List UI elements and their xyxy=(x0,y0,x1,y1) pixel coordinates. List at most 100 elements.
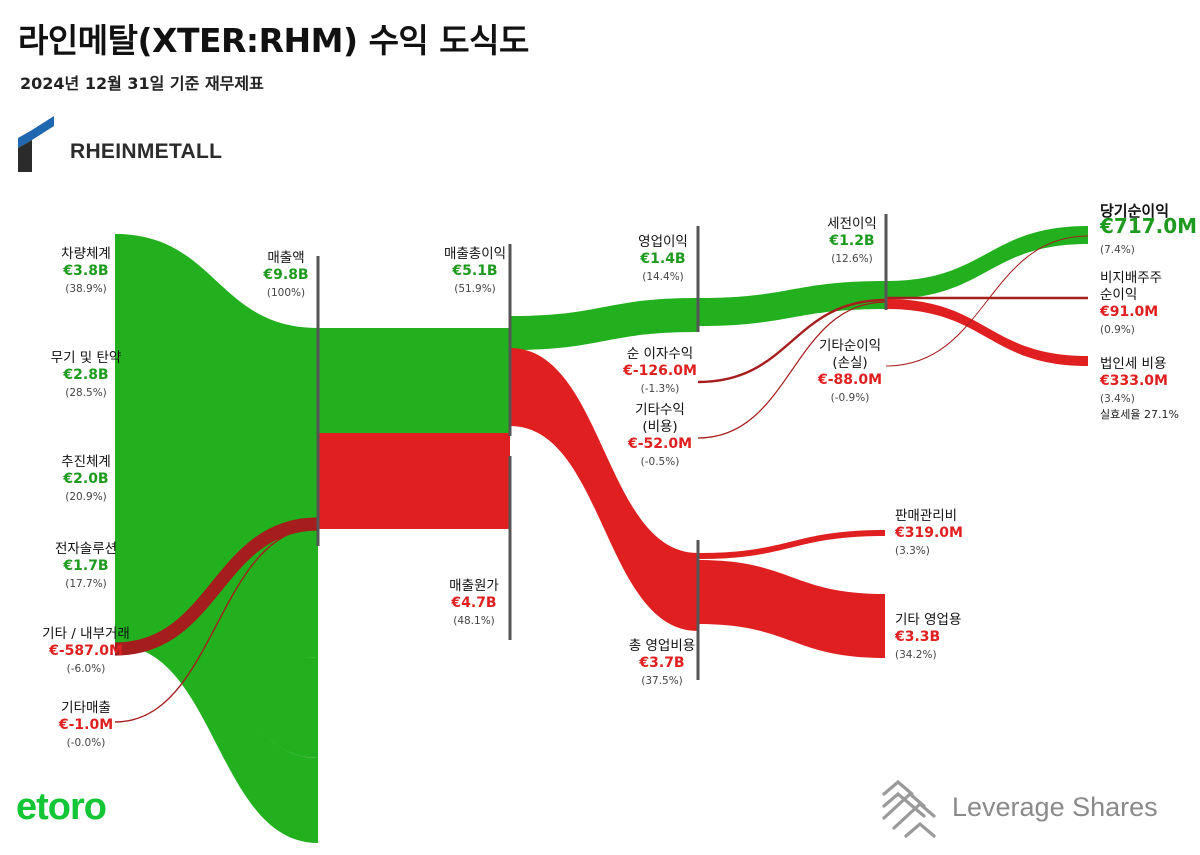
node-bar-operating_income xyxy=(696,226,700,332)
node-bar-gross_profit xyxy=(508,244,512,436)
node-name-other_income: 기타수익 xyxy=(635,402,685,418)
node-value-gross_profit: €5.1B xyxy=(451,263,497,279)
node-name-minority: 비지배주주 xyxy=(1100,270,1162,286)
rheinmetall-logo: RHEINMETALL xyxy=(18,116,228,172)
node-name-weapons: 무기 및 탄약 xyxy=(51,350,122,366)
node-name-propulsion: 추진체계 xyxy=(61,454,111,470)
node-name-revenue: 매출액 xyxy=(267,250,304,266)
node-label-other_internal: 기타 / 내부거래€-587.0M (-6.0%) xyxy=(42,626,130,675)
node-value-cogs: €4.7B xyxy=(450,595,496,611)
node-label-cogs: 매출원가€4.7B (48.1%) xyxy=(449,578,499,627)
node-value-pretax: €1.2B xyxy=(828,233,874,249)
leverage-shares-logo: Leverage Shares xyxy=(876,776,1186,842)
node-value-weapons: €2.8B xyxy=(62,367,108,383)
node-pct-electronic: (17.7%) xyxy=(65,578,107,590)
node-label-other_net: 기타순이익(손실)€-88.0M (-0.9%) xyxy=(817,338,882,404)
node-value-other_net: €-88.0M xyxy=(817,372,882,388)
node-name-other_income: (비용) xyxy=(642,419,677,435)
node-name-electronic: 전자솔루션 xyxy=(55,541,117,557)
node-label-operating_income: 영업이익€1.4B (14.4%) xyxy=(638,234,688,283)
node-label-propulsion: 추진체계€2.0B (20.9%) xyxy=(61,454,111,503)
node-name-sga: 판매관리비 xyxy=(895,508,957,524)
node-name-cogs: 매출원가 xyxy=(449,578,499,594)
node-value-other_sales: €-1.0M xyxy=(58,717,113,733)
link-propulsion-revenue xyxy=(115,463,318,758)
link-operating_income-pretax xyxy=(698,281,886,326)
node-name-other_net: (손실) xyxy=(832,355,867,371)
link-net_interest-pretax xyxy=(697,298,887,384)
node-label-revenue: 매출액€9.8B (100%) xyxy=(262,250,308,299)
link-weapons-revenue xyxy=(115,350,318,658)
node-name-other_net: 기타순이익 xyxy=(819,338,881,354)
node-pct-gross_profit: (51.9%) xyxy=(454,283,496,295)
link-gross_profit-operating_income xyxy=(510,298,698,350)
node-pct-pretax: (12.6%) xyxy=(831,253,873,265)
node-name-gross_profit: 매출총이익 xyxy=(444,246,506,262)
node-pct-other_income: (-0.5%) xyxy=(641,456,680,468)
node-name-other_opex: 기타 영업용 xyxy=(895,612,961,628)
chart-title: 라인메탈(XTER:RHM) 수익 도식도 xyxy=(18,21,529,60)
node-pct-minority: (0.9%) xyxy=(1100,324,1135,336)
node-label-net_income: 당기순이익€717.0M (7.4%) xyxy=(1099,202,1197,256)
link-pretax-net_income xyxy=(886,226,1088,299)
node-name-tax: 법인세 비용 xyxy=(1100,356,1166,372)
sankey-node-bars xyxy=(316,214,888,680)
link-other_net-net_income xyxy=(885,235,1089,367)
node-label-vehicle: 차량체계€3.8B (38.9%) xyxy=(61,246,111,295)
node-bar-revenue xyxy=(316,256,320,546)
node-value-sga: €319.0M xyxy=(894,525,963,541)
node-value-revenue: €9.8B xyxy=(262,267,308,283)
node-bar-pretax xyxy=(884,214,888,310)
node-pct-other_net: (-0.9%) xyxy=(831,392,870,404)
node-name-minority: 순이익 xyxy=(1100,287,1137,303)
link-other_sales-revenue xyxy=(114,527,319,723)
node-value-net_interest: €-126.0M xyxy=(622,363,697,379)
link-other_internal-revenue xyxy=(114,517,319,656)
node-pct-operating_income: (14.4%) xyxy=(642,271,684,283)
node-pct-other_opex: (34.2%) xyxy=(895,649,937,661)
rheinmetall-logo-text: RHEINMETALL xyxy=(70,140,223,163)
node-pct-cogs: (48.1%) xyxy=(453,615,495,627)
sankey-links xyxy=(114,226,1089,843)
node-label-other_sales: 기타매출€-1.0M (-0.0%) xyxy=(58,700,113,749)
link-revenue-cogs xyxy=(318,433,510,529)
link-pretax-tax xyxy=(886,299,1088,366)
node-value-opex: €3.7B xyxy=(638,655,684,671)
link-gross_profit-opex xyxy=(510,348,698,631)
link-revenue-gross_profit xyxy=(318,328,510,425)
node-name-operating_income: 영업이익 xyxy=(638,234,688,250)
node-value-minority: €91.0M xyxy=(1099,304,1158,320)
node-name-net_income: 당기순이익 xyxy=(1100,202,1169,220)
node-pct-tax: (3.4%) xyxy=(1100,393,1135,405)
node-name-opex: 총 영업비용 xyxy=(629,638,695,654)
node-name-other_sales: 기타매출 xyxy=(61,700,111,716)
node-bar-cogs xyxy=(508,456,512,640)
link-vehicle-revenue xyxy=(115,234,318,518)
node-value-other_opex: €3.3B xyxy=(894,629,940,645)
node-pct-vehicle: (38.9%) xyxy=(65,283,107,295)
node-note-tax: 실효세율 27.1% xyxy=(1100,408,1179,421)
node-pct-net_interest: (-1.3%) xyxy=(641,383,680,395)
node-value-vehicle: €3.8B xyxy=(62,263,108,279)
node-pct-opex: (37.5%) xyxy=(641,675,683,687)
node-value-other_income: €-52.0M xyxy=(627,436,692,452)
rheinmetall-logo-icon xyxy=(18,116,54,172)
leverage-shares-logo-icon xyxy=(882,779,936,838)
node-value-operating_income: €1.4B xyxy=(639,251,685,267)
node-value-other_internal: €-587.0M xyxy=(48,643,123,659)
node-value-electronic: €1.7B xyxy=(62,558,108,574)
node-pct-other_sales: (-0.0%) xyxy=(67,737,106,749)
node-name-vehicle: 차량체계 xyxy=(61,246,111,262)
node-bar-opex xyxy=(696,540,700,680)
chart-subtitle: 2024년 12월 31일 기준 재무제표 xyxy=(20,74,264,93)
leverage-shares-logo-text: Leverage Shares xyxy=(952,792,1158,822)
node-label-other_opex: 기타 영업용€3.3B (34.2%) xyxy=(894,612,961,661)
link-other_income-pretax xyxy=(697,301,887,439)
node-pct-other_internal: (-6.0%) xyxy=(67,663,106,675)
node-label-electronic: 전자솔루션€1.7B (17.7%) xyxy=(55,541,117,590)
node-value-propulsion: €2.0B xyxy=(62,471,108,487)
node-label-opex: 총 영업비용€3.7B (37.5%) xyxy=(629,638,695,687)
etoro-logo: etoro xyxy=(16,786,107,829)
sankey-labels: 차량체계€3.8B(38.9%)무기 및 탄약€2.8B(28.5%)추진체계€… xyxy=(42,202,1197,749)
